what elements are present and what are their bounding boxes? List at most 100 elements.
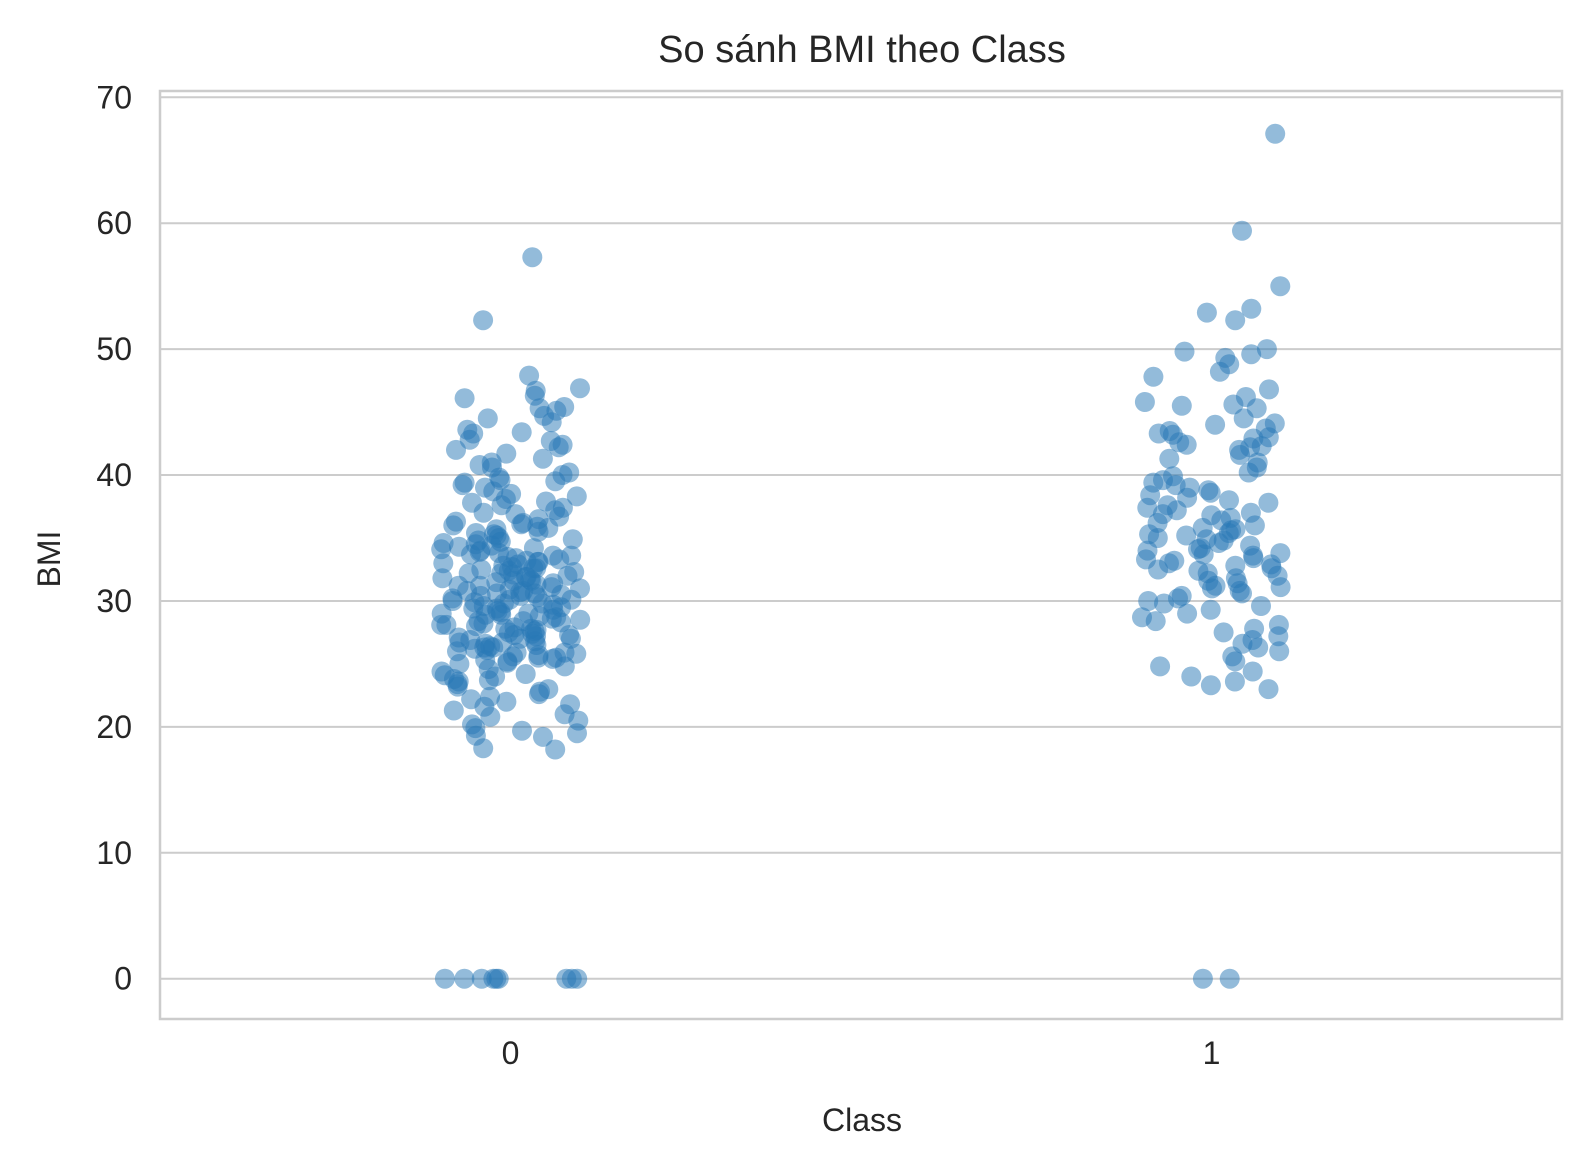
data-point [443, 700, 464, 721]
data-point [566, 486, 587, 507]
data-point [474, 637, 495, 658]
y-tick-label: 0 [114, 961, 132, 997]
data-point [1270, 276, 1291, 297]
data-point [1192, 968, 1213, 989]
data-point [1134, 392, 1155, 412]
data-point [516, 567, 537, 587]
data-point [1202, 578, 1222, 599]
data-point [1176, 434, 1197, 455]
data-point [496, 691, 517, 712]
data-point [522, 247, 543, 268]
data-point [533, 726, 553, 747]
data-point [1232, 220, 1252, 241]
y-tick-label: 30 [96, 583, 132, 619]
data-point [1268, 626, 1289, 647]
data-point [468, 611, 489, 632]
data-point [497, 652, 518, 673]
y-tick-label: 50 [96, 331, 132, 367]
data-point [1209, 361, 1230, 382]
data-point [1139, 524, 1160, 545]
data-point [473, 310, 494, 331]
data-point [448, 575, 469, 596]
data-point [1193, 544, 1214, 565]
y-tick-labels: 0 10 20 30 40 50 60 70 [96, 79, 132, 996]
data-point [473, 738, 494, 759]
data-point [545, 471, 566, 492]
data-point [515, 664, 536, 684]
data-point [1269, 641, 1290, 662]
data-point [432, 568, 453, 589]
data-point [443, 515, 464, 536]
data-point [1176, 525, 1197, 546]
chart-title: So sánh BMI theo Class [658, 29, 1066, 71]
data-point [1159, 448, 1180, 469]
data-point [1232, 583, 1252, 604]
plot-frame [158, 89, 1564, 1021]
data-point [562, 529, 583, 550]
data-point [477, 408, 498, 429]
data-point [436, 614, 457, 635]
data-point [496, 443, 517, 464]
y-tick-label: 60 [96, 205, 132, 241]
data-point [1241, 344, 1262, 365]
x-tick-label: 0 [502, 1035, 520, 1071]
data-point [1200, 482, 1221, 503]
data-point [449, 653, 470, 674]
data-point [1225, 519, 1246, 540]
data-point [1171, 395, 1192, 416]
data-point [1219, 968, 1240, 989]
data-point [511, 514, 532, 535]
data-point [1224, 671, 1245, 692]
data-point [548, 437, 569, 458]
data-point [519, 365, 540, 386]
data-point [1181, 666, 1202, 687]
data-point [1225, 310, 1246, 331]
data-point [567, 723, 587, 744]
data-point [1148, 559, 1169, 580]
data-point [545, 739, 566, 760]
y-tick-label: 40 [96, 457, 132, 493]
data-point [512, 720, 532, 741]
data-point [433, 553, 454, 574]
data-point [570, 378, 590, 399]
data-point [1154, 593, 1174, 614]
data-point [1219, 490, 1239, 511]
data-point [1259, 379, 1279, 400]
data-point [561, 545, 582, 566]
y-tick-label: 70 [96, 79, 132, 115]
data-point [1138, 591, 1159, 611]
data-point [1242, 661, 1263, 682]
data-point [541, 412, 562, 433]
data-point [554, 642, 575, 663]
data-point [1243, 548, 1264, 569]
data-point [1205, 414, 1226, 435]
y-tick-label: 20 [96, 709, 132, 745]
data-point [1200, 599, 1221, 620]
data-point [1152, 504, 1173, 525]
data-point [1174, 341, 1195, 362]
data-point [511, 422, 532, 443]
data-point [478, 670, 499, 691]
data-point [1251, 596, 1271, 616]
data-point [1200, 675, 1221, 696]
data-point [1265, 123, 1286, 144]
data-point [454, 968, 475, 989]
data-point [434, 968, 455, 989]
data-point [1150, 656, 1171, 677]
data-point [532, 593, 553, 614]
data-point [1238, 462, 1259, 483]
data-point [1137, 497, 1158, 518]
data-point [454, 388, 475, 409]
data-point [1233, 408, 1254, 429]
data-point [491, 563, 512, 584]
data-point [1145, 611, 1166, 632]
data-point [1244, 515, 1265, 536]
data-point [1213, 622, 1234, 643]
data-point [532, 448, 553, 469]
data-point [518, 603, 539, 624]
data-point [480, 706, 501, 727]
data-point [434, 665, 455, 686]
data-point [1258, 679, 1279, 700]
gridlines [160, 96, 1562, 980]
data-point [1143, 366, 1164, 387]
